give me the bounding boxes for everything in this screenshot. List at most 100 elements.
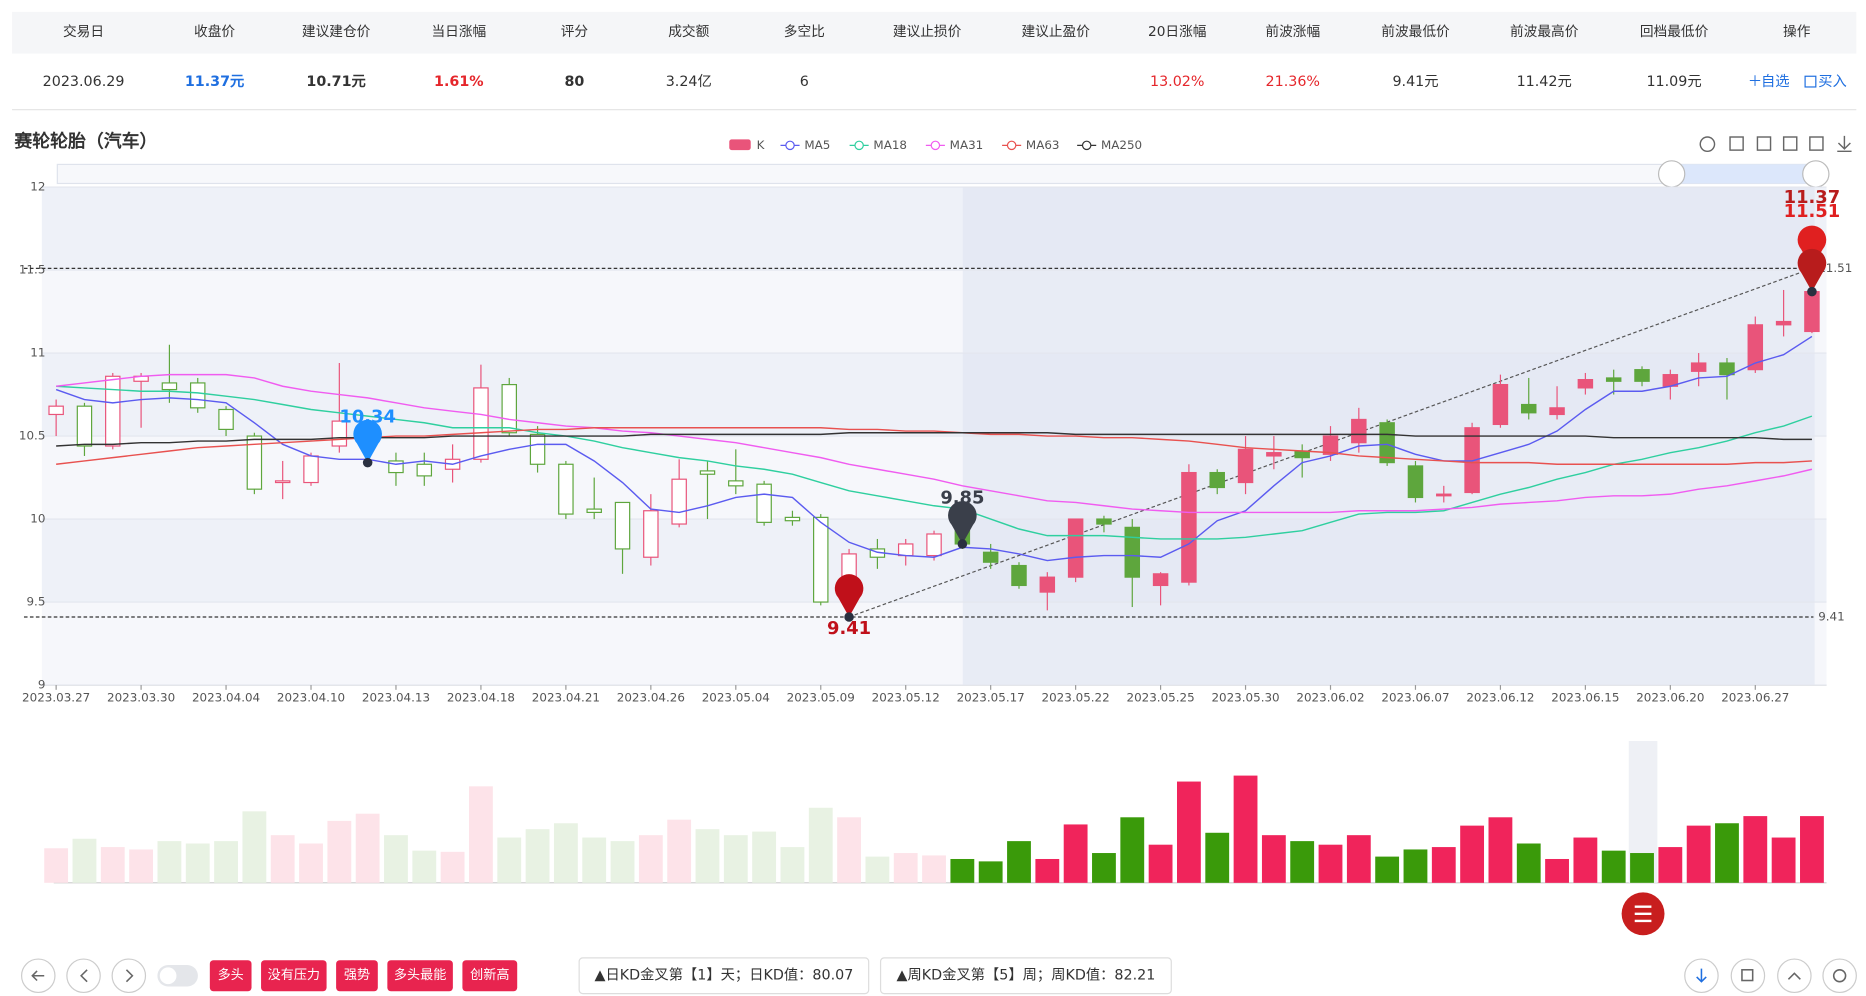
volume-bar xyxy=(638,835,663,883)
volume-bar xyxy=(1516,843,1541,883)
candle-body xyxy=(1549,407,1565,416)
candle-body xyxy=(1407,465,1424,499)
x-tick-label: 2023.05.04 xyxy=(702,691,770,705)
volume-bar xyxy=(865,856,890,883)
tag[interactable] xyxy=(387,960,453,992)
price-pin xyxy=(1797,248,1827,292)
price-pin xyxy=(1797,225,1827,269)
x-tick-label: 2023.06.15 xyxy=(1551,691,1619,705)
legend-marker xyxy=(1006,140,1017,151)
candle-body xyxy=(1464,427,1480,494)
note: ▲日KD金叉第【1】天；日KD值：80.07 xyxy=(595,966,854,984)
table-header: 收盘价 xyxy=(194,23,235,40)
candle-body xyxy=(1096,518,1112,525)
volume-bar xyxy=(1176,781,1201,883)
volume-bar xyxy=(1545,858,1569,883)
volume-bar xyxy=(1035,858,1060,883)
x-tick-label: 2023.04.10 xyxy=(277,691,345,705)
tag[interactable] xyxy=(209,960,252,992)
table-header: 前波最低价 xyxy=(1381,23,1450,40)
zoom-handle[interactable] xyxy=(1657,160,1686,188)
y-tick-label: 11 xyxy=(30,346,45,360)
action-button[interactable]: 自选 xyxy=(1761,73,1790,90)
zoom-handle[interactable] xyxy=(1802,160,1830,188)
volume-bar xyxy=(922,855,946,883)
candle-body xyxy=(1379,422,1395,464)
ma-line xyxy=(56,385,1813,540)
y-tick-label: 12 xyxy=(30,180,45,194)
action-button[interactable]: 买入 xyxy=(1818,73,1847,90)
volume-bar xyxy=(299,843,323,883)
candle-body xyxy=(48,405,64,416)
candle-body xyxy=(274,480,291,484)
pin-dot xyxy=(844,612,854,622)
table-header: 回档最低价 xyxy=(1640,24,1709,40)
tag[interactable] xyxy=(261,960,327,992)
volume-bar xyxy=(497,837,522,883)
table-header: 建议建仓价 xyxy=(302,24,371,40)
x-tick-label: 2023.03.30 xyxy=(107,691,175,705)
table-cell: 10.71元 xyxy=(306,73,365,90)
volume-bar xyxy=(1148,844,1173,883)
legend-swatch xyxy=(729,139,751,151)
table-header: 前波涨幅 xyxy=(1265,23,1320,40)
x-tick-label: 2023.06.02 xyxy=(1296,691,1364,705)
volume-bar xyxy=(44,848,69,883)
volume-bar xyxy=(893,853,918,883)
candle-body xyxy=(246,435,263,490)
volume-bar xyxy=(1601,850,1626,883)
volume-bar xyxy=(667,819,692,883)
tag-label: 没有压力 xyxy=(268,967,320,983)
x-tick-label: 2023.05.17 xyxy=(957,691,1025,705)
candle-body xyxy=(643,510,659,558)
pin-dot xyxy=(957,539,968,549)
ma-line xyxy=(56,427,1812,465)
volume-bar xyxy=(1403,849,1428,883)
y-tick-label: 10.5 xyxy=(19,429,46,443)
tag[interactable] xyxy=(462,960,518,992)
y-tick-label: 9.5 xyxy=(26,595,45,609)
legend-marker xyxy=(930,140,941,151)
x-tick-label: 2023.05.12 xyxy=(872,691,940,705)
table-header: 成交额 xyxy=(668,23,709,40)
table-header: 交易日 xyxy=(63,23,104,40)
price-pin xyxy=(353,419,382,463)
candle-body xyxy=(926,533,942,557)
volume-bar xyxy=(355,813,380,883)
plus-icon: ＋ xyxy=(1748,74,1762,90)
zoom-window[interactable] xyxy=(1671,164,1816,184)
candle-body xyxy=(1747,324,1764,371)
tag[interactable] xyxy=(336,960,378,992)
note: ▲周KD金叉第【5】周；周KD值：82.21 xyxy=(897,966,1156,984)
volume-bar xyxy=(723,835,748,883)
table-header: 多空比 xyxy=(784,23,825,40)
x-tick-label: 2023.04.13 xyxy=(362,691,430,705)
volume-bar xyxy=(327,820,352,883)
legend-label: MA5 xyxy=(804,138,830,152)
x-tick-label: 2023.04.18 xyxy=(447,691,515,705)
zoom-slider[interactable] xyxy=(56,163,1817,185)
pin-label: 10.34 xyxy=(339,406,396,427)
legend-label: MA63 xyxy=(1026,138,1060,152)
candle-body xyxy=(1577,379,1594,389)
tag-label: 创新高 xyxy=(470,966,509,983)
legend-marker xyxy=(785,140,795,151)
pin-dot xyxy=(1807,286,1817,297)
volume-bar xyxy=(270,835,295,883)
x-tick-label: 2023.05.22 xyxy=(1042,691,1110,705)
volume-bar xyxy=(1630,853,1654,883)
x-tick-label: 2023.03.27 xyxy=(22,691,90,705)
table-cell: 1.61% xyxy=(434,74,484,90)
legend-label: MA31 xyxy=(950,138,984,152)
candle-body xyxy=(303,455,319,484)
candle-body xyxy=(1351,418,1367,444)
x-tick-label: 2023.06.20 xyxy=(1636,691,1704,705)
x-tick-label: 2023.06.12 xyxy=(1466,691,1534,705)
table-header: 操作 xyxy=(1783,24,1811,40)
table-header: 建议止盈价 xyxy=(1021,24,1090,40)
menu-icon xyxy=(1634,905,1652,923)
candle-body xyxy=(501,383,517,434)
volume-bar xyxy=(440,851,465,883)
chart-tools[interactable] xyxy=(1699,135,1852,153)
volume-bar xyxy=(610,841,635,883)
